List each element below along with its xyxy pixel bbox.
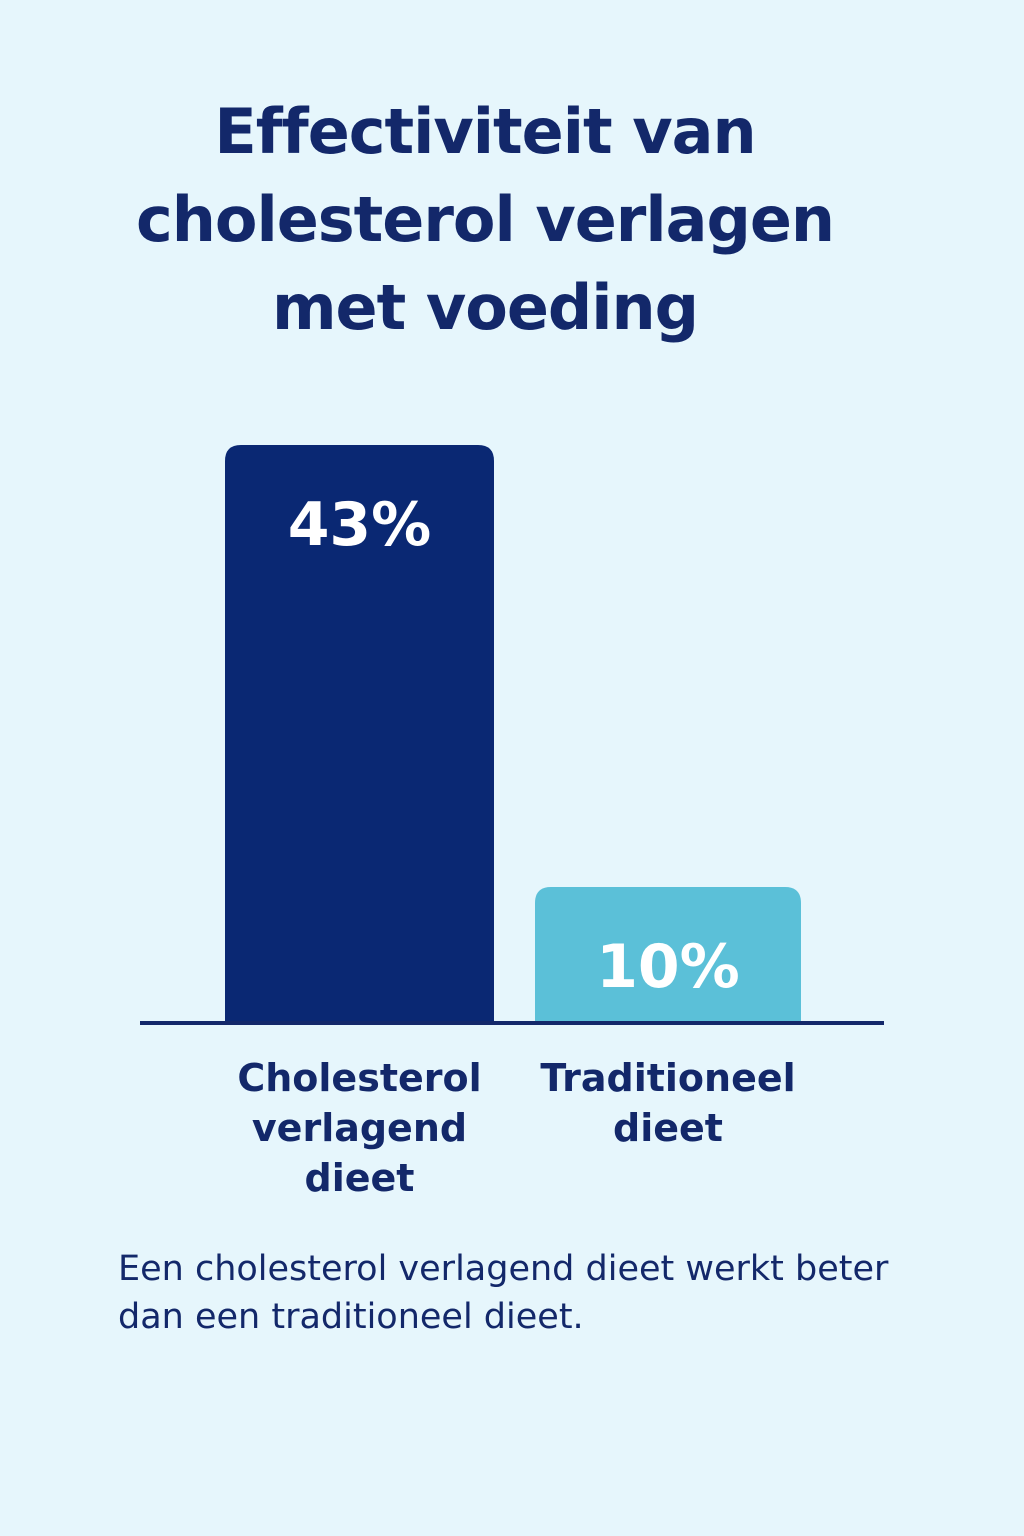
chart-title: Effectiviteit van cholesterol verlagen m… [135,95,835,344]
caption: Een cholesterol verlagend dieet werkt be… [118,1249,889,1337]
x-tick-label: Traditioneel dieet [540,1056,796,1150]
bar [535,887,801,1021]
value-label: 43% [288,490,432,560]
value-label: 10% [596,932,740,1002]
bar [225,445,494,1021]
x-tick-label: Cholesterol verlagend dieet [237,1056,482,1200]
